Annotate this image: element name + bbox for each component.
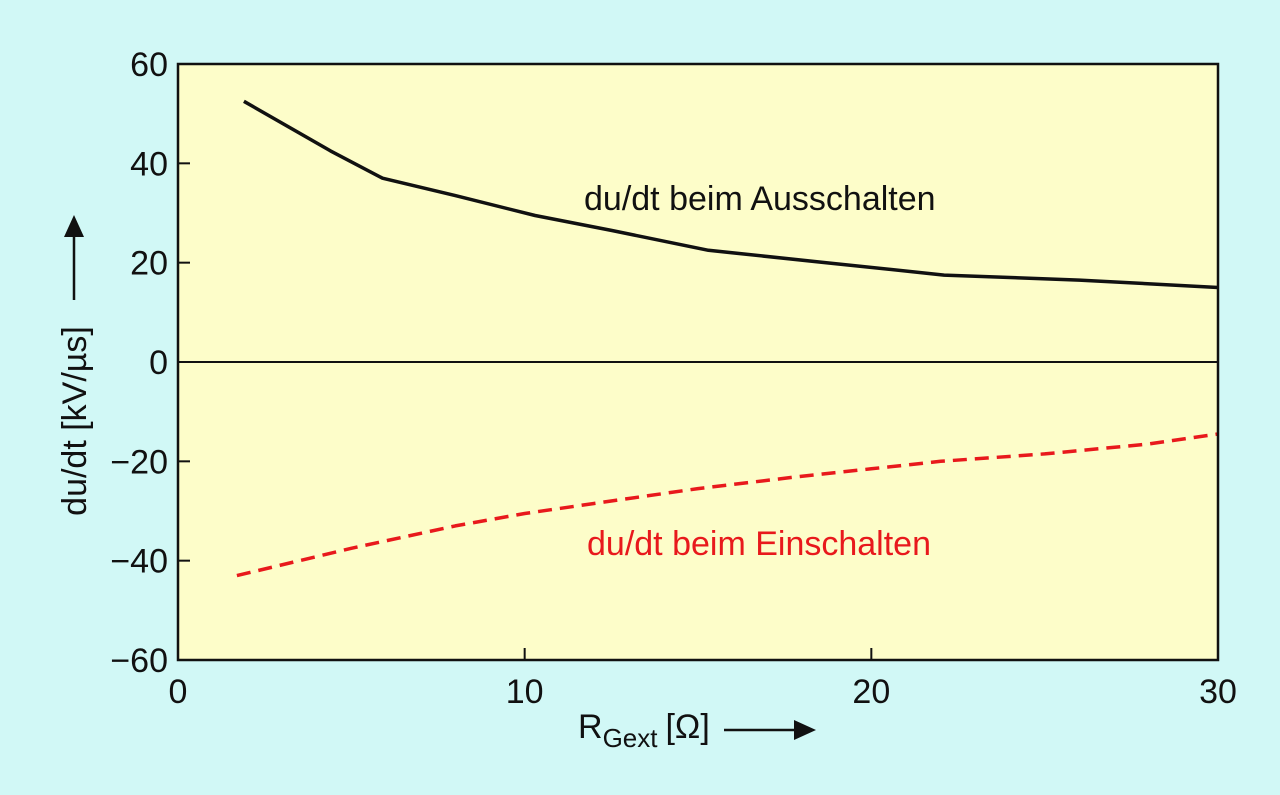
series-label-ausschalten: du/dt beim Ausschalten	[584, 180, 936, 218]
y-tick-label: −20	[110, 443, 168, 481]
y-tick-label: −40	[110, 543, 168, 581]
series-layer	[236, 99, 1219, 578]
x-axis-label-unit: [Ω]	[665, 708, 709, 746]
y-tick-label: 0	[149, 344, 168, 382]
x-tick-label: 10	[506, 673, 544, 711]
x-axis-ticks: 0 10 20 30	[169, 648, 1237, 711]
x-axis-arrow	[724, 720, 816, 740]
x-tick-label: 0	[169, 673, 188, 711]
x-tick-label: 20	[852, 673, 890, 711]
y-axis-ticks: 60 40 20 0 −20 −40 −60	[110, 46, 190, 680]
x-axis-label: RGext [Ω]	[578, 708, 710, 753]
x-axis-label-sub: Gext	[603, 723, 659, 753]
y-tick-label: −60	[110, 642, 168, 680]
y-axis-arrow	[64, 215, 84, 300]
y-axis-label: du/dt [kV/µs]	[56, 326, 94, 516]
plot-frame	[176, 62, 1220, 662]
y-tick-label: 40	[130, 145, 168, 183]
series-line-1	[236, 432, 1219, 578]
y-tick-label: 20	[130, 245, 168, 283]
y-tick-label: 60	[130, 46, 168, 84]
x-tick-label: 30	[1199, 673, 1237, 711]
series-label-einschalten: du/dt beim Einschalten	[587, 525, 931, 563]
x-axis-label-main: R	[578, 708, 603, 746]
series-line-0	[243, 99, 1219, 290]
